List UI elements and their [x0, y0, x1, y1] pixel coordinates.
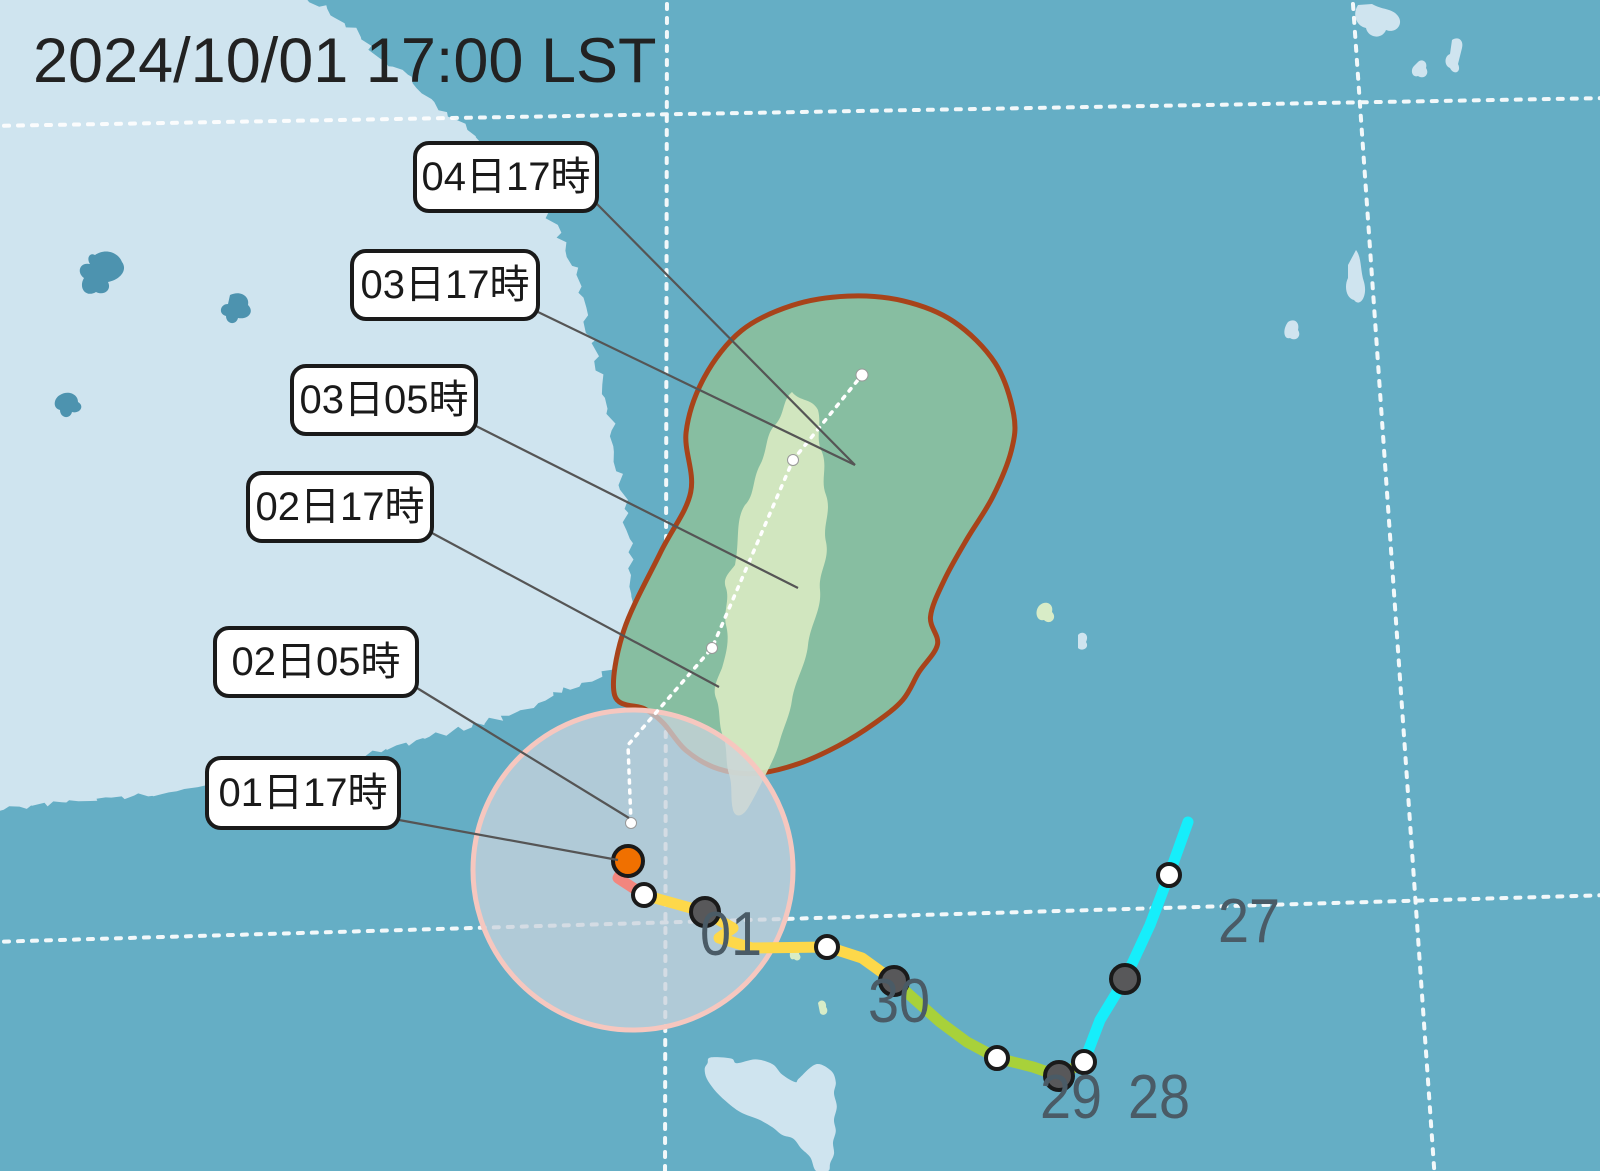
svg-text:02日05時: 02日05時: [232, 640, 401, 684]
svg-text:28: 28: [1128, 1063, 1190, 1131]
svg-text:03日05時: 03日05時: [300, 378, 469, 422]
svg-text:04日17時: 04日17時: [422, 155, 591, 199]
svg-text:30: 30: [868, 967, 930, 1035]
svg-text:03日17時: 03日17時: [361, 263, 530, 307]
svg-text:27: 27: [1218, 887, 1280, 955]
svg-text:29: 29: [1040, 1063, 1102, 1131]
svg-text:01日17時: 01日17時: [219, 771, 388, 815]
svg-text:01: 01: [700, 900, 762, 968]
svg-text:2024/10/01 17:00 LST: 2024/10/01 17:00 LST: [33, 26, 657, 96]
svg-text:02日17時: 02日17時: [256, 485, 425, 529]
